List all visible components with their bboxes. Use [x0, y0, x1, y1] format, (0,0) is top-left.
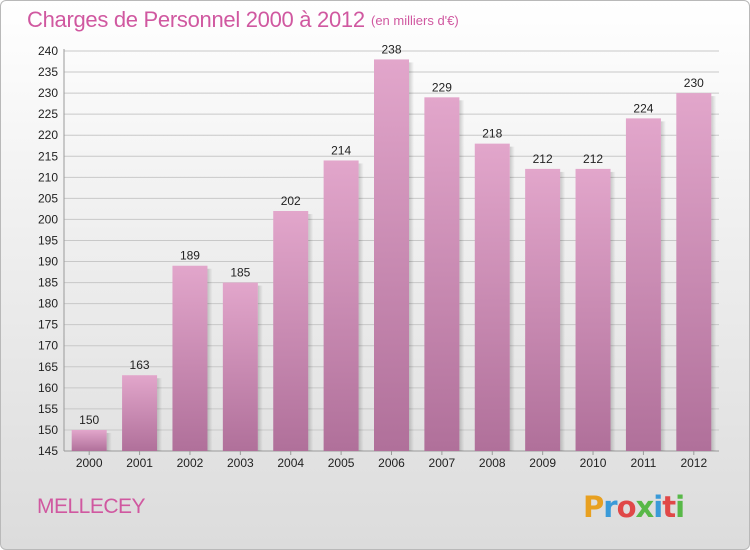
x-tick-label: 2001 [126, 456, 153, 470]
bar-2010 [575, 168, 611, 452]
y-tick-label: 230 [38, 86, 58, 100]
value-label: 214 [331, 143, 351, 157]
value-label: 224 [633, 101, 653, 115]
logo-letter: i [675, 490, 685, 524]
y-tick-label: 195 [38, 233, 58, 247]
bar-2002 [172, 265, 208, 451]
logo-letter: t [662, 490, 676, 524]
value-label: 212 [583, 152, 603, 166]
logo-letter: o [616, 490, 637, 524]
y-tick-label: 215 [38, 149, 58, 163]
bar-shadow [660, 121, 666, 452]
bar-shadow [207, 268, 213, 451]
value-label: 230 [684, 76, 704, 90]
bar-shadow [157, 378, 163, 451]
bar-shadow [610, 171, 616, 452]
x-tick-label: 2000 [76, 456, 103, 470]
value-label: 229 [432, 80, 452, 94]
bar-shadow [409, 62, 414, 451]
value-label: 202 [281, 194, 301, 208]
x-tick-label: 2004 [277, 456, 304, 470]
bar-2000 [71, 429, 107, 451]
bar-shadow [560, 171, 566, 452]
bar-2005 [323, 160, 359, 451]
logo-letter: r [603, 490, 617, 524]
y-tick-label: 200 [38, 212, 58, 226]
x-tick-label: 2003 [227, 456, 254, 470]
y-tick-label: 145 [38, 444, 58, 458]
x-tick-label: 2010 [580, 456, 607, 470]
x-tick-label: 2009 [529, 456, 556, 470]
bar-2011 [625, 118, 661, 452]
bar-shadow [358, 163, 364, 451]
y-tick-label: 165 [38, 360, 58, 374]
chart-subtitle: (en milliers d'€) [371, 13, 459, 28]
value-label: 189 [180, 249, 200, 263]
value-label: 238 [381, 42, 401, 56]
value-label: 185 [230, 266, 250, 280]
y-tick-label: 175 [38, 318, 58, 332]
y-tick-label: 240 [38, 44, 58, 58]
bar-2004 [273, 211, 309, 451]
logo-letter: x [635, 490, 655, 524]
y-tick-label: 180 [38, 297, 58, 311]
value-label: 163 [130, 358, 150, 372]
bar-shadow [106, 432, 112, 451]
bar-shadow [509, 146, 515, 451]
bar-2007 [424, 97, 460, 451]
y-tick-label: 160 [38, 381, 58, 395]
x-tick-label: 2007 [429, 456, 456, 470]
bar-shadow [459, 100, 465, 451]
bar-shadow [257, 285, 263, 451]
bars [71, 59, 717, 452]
bar-shadow [308, 214, 314, 451]
y-tick-label: 235 [38, 65, 58, 79]
y-tick-label: 205 [38, 191, 58, 205]
y-tick-label: 170 [38, 339, 58, 353]
logo-letter: i [653, 490, 663, 524]
x-axis-ticks: 2000 2001 2002 2003 2004 2005 2006 2007 2008 2009… [76, 451, 707, 470]
value-labels: 150 163 189 185 202 214 238 229 218 212 212 224 230 [79, 42, 704, 427]
proxiti-logo: Proxiti [583, 490, 685, 524]
bar-2003 [222, 282, 258, 451]
value-label: 150 [79, 413, 99, 427]
bar-2001 [122, 375, 158, 451]
x-tick-label: 2005 [328, 456, 355, 470]
value-label: 218 [482, 127, 502, 141]
bar-2009 [525, 168, 561, 452]
y-axis-ticks: 145 150 155 160 165 170 175 180 185 190 195 200 205 2… [38, 44, 58, 458]
value-label: 212 [533, 152, 553, 166]
y-tick-label: 185 [38, 276, 58, 290]
chart-title: Charges de Personnel 2000 à 2012 [27, 7, 365, 32]
y-tick-label: 155 [38, 402, 58, 416]
bar-2012 [676, 93, 712, 452]
bar-2008 [474, 143, 510, 451]
y-tick-label: 225 [38, 107, 58, 121]
logo-letter: P [583, 490, 604, 524]
x-tick-label: 2006 [378, 456, 405, 470]
y-tick-label: 190 [38, 255, 58, 269]
x-tick-label: 2002 [177, 456, 204, 470]
place-name: MELLECEY [37, 495, 146, 518]
y-tick-label: 150 [38, 423, 58, 437]
x-tick-label: 2008 [479, 456, 506, 470]
y-tick-label: 210 [38, 170, 58, 184]
x-tick-label: 2011 [631, 456, 657, 470]
x-tick-label: 2012 [680, 456, 707, 470]
bar-shadow [711, 96, 717, 452]
bar-2006 [374, 59, 409, 451]
y-tick-label: 220 [38, 128, 58, 142]
